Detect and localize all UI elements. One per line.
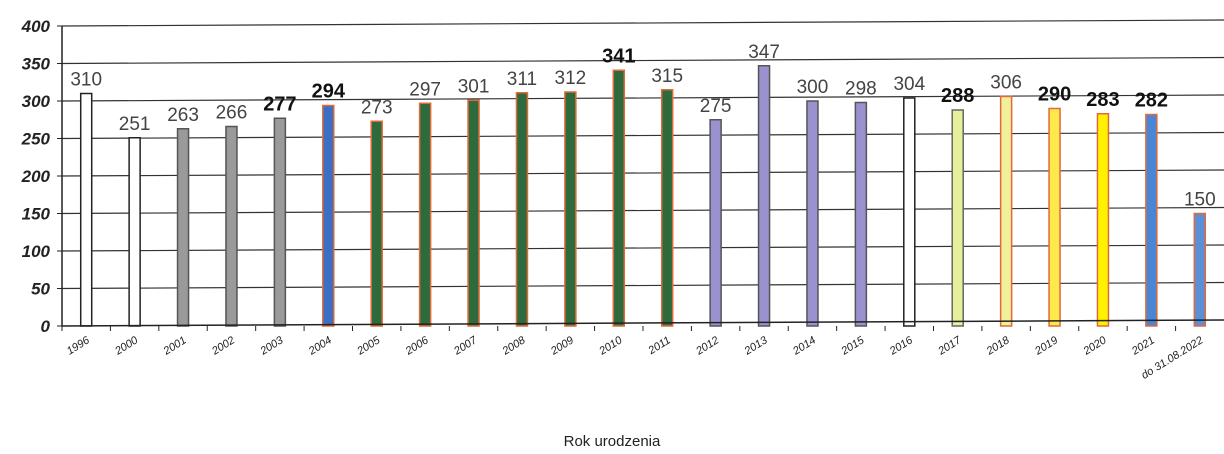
bar-2005 <box>370 120 383 327</box>
bar-2015 <box>854 101 868 327</box>
bar-do-31-08-2022 <box>1193 212 1207 327</box>
data-label: 273 <box>361 97 393 118</box>
y-tick-label: 400 <box>21 17 51 36</box>
bar-2009 <box>564 91 577 327</box>
data-label: 283 <box>1086 89 1119 111</box>
y-tick-label: 150 <box>22 205 51 224</box>
data-label: 294 <box>312 81 346 103</box>
bar-2010 <box>612 69 626 327</box>
bar-2000 <box>128 137 141 327</box>
data-label: 251 <box>119 114 151 135</box>
bar-1996 <box>79 92 93 327</box>
x-tick-label: 2008 <box>500 334 529 358</box>
gridline <box>61 56 1224 65</box>
x-tick-label: 2011 <box>646 334 673 357</box>
y-tick-label: 200 <box>21 167 51 186</box>
bar-2002 <box>225 125 238 327</box>
data-label: 297 <box>409 79 441 100</box>
x-tick-label: 2006 <box>403 334 432 358</box>
bar-2018 <box>999 95 1013 327</box>
bar-2008 <box>515 92 529 327</box>
bar-2001 <box>176 128 190 327</box>
x-axis-title: Rok urodzenia <box>564 433 661 450</box>
gridline <box>61 169 1224 177</box>
x-tick-label: 2003 <box>257 334 286 358</box>
y-axis-ticks: 0 50 100 150 200 250 300 350 400 <box>21 17 62 336</box>
gridline <box>61 244 1224 252</box>
x-axis-ticks: 1996 2000 2001 2002 2003 2004 2005 2006 2007 2008… <box>61 326 1205 382</box>
data-label: 275 <box>700 96 732 117</box>
data-label: 277 <box>263 93 296 115</box>
bar-2017 <box>951 109 964 327</box>
bar-2013 <box>757 65 771 327</box>
x-tick-label: 2014 <box>790 334 818 358</box>
x-tick-label: 2013 <box>742 334 771 358</box>
data-label: 347 <box>748 42 780 63</box>
x-tick-label: 2015 <box>838 334 867 358</box>
bar-2003 <box>273 117 287 327</box>
x-tick-label: 2021 <box>1129 334 1157 358</box>
bar-2011 <box>660 89 674 327</box>
x-tick-label: 2007 <box>451 334 480 358</box>
bar-2019 <box>1048 107 1061 327</box>
x-tick-label: 1996 <box>65 334 93 358</box>
gridline <box>61 131 1224 140</box>
gridline <box>61 19 1224 27</box>
data-label: 288 <box>941 85 974 107</box>
x-tick-label: 2001 <box>161 334 189 358</box>
x-tick-label: 2005 <box>354 334 383 358</box>
data-label: 282 <box>1135 90 1168 112</box>
bar-2014 <box>806 100 819 327</box>
y-tick-label: 350 <box>22 55 51 74</box>
data-label: 290 <box>1038 84 1071 106</box>
x-tick-label: 2018 <box>984 334 1013 358</box>
data-label: 311 <box>507 69 537 90</box>
x-axis-line <box>61 319 1224 327</box>
bar-2020 <box>1096 113 1110 327</box>
data-label: 306 <box>990 73 1022 94</box>
data-label: 150 <box>1184 190 1216 211</box>
x-tick-label: 2012 <box>693 334 721 358</box>
data-label: 310 <box>70 70 102 91</box>
data-label: 301 <box>458 76 490 97</box>
data-label: 304 <box>893 74 925 95</box>
y-tick-label: 100 <box>22 242 51 261</box>
x-tick-label: 2016 <box>887 334 916 358</box>
bar-2016 <box>903 97 916 327</box>
data-label: 298 <box>845 79 877 100</box>
y-tick-label: 300 <box>22 92 51 111</box>
x-tick-label: 2000 <box>112 334 141 358</box>
y-tick-label: 250 <box>21 130 51 149</box>
gridlines <box>61 19 1224 290</box>
bar-2007 <box>467 99 480 327</box>
x-tick-label: 2010 <box>596 334 625 358</box>
x-tick-label: 2020 <box>1081 334 1110 358</box>
y-tick-label: 50 <box>31 280 50 299</box>
y-tick-label: 0 <box>41 317 51 336</box>
data-label: 315 <box>651 66 683 87</box>
x-tick-label: 2019 <box>1032 334 1060 358</box>
data-label: 312 <box>555 68 587 89</box>
bars <box>79 65 1207 327</box>
data-label: 263 <box>167 105 199 126</box>
data-label: 266 <box>216 103 248 124</box>
bar-2006 <box>418 102 432 327</box>
data-labels: 310 251 263 266 277 294 273 297 301 311 312 341 315 2… <box>70 42 1215 211</box>
x-tick-label: 2017 <box>935 334 964 358</box>
x-tick-label: 2009 <box>548 334 576 358</box>
data-label: 341 <box>602 45 635 67</box>
bar-2004 <box>322 104 335 327</box>
gridline <box>61 94 1224 102</box>
bar-2012 <box>709 119 722 327</box>
gridline <box>61 206 1224 215</box>
x-tick-label: 2002 <box>209 334 237 358</box>
bar-2021 <box>1145 113 1158 327</box>
data-label: 300 <box>797 77 829 98</box>
gridline <box>61 281 1224 290</box>
x-tick-label: 2004 <box>306 334 334 358</box>
